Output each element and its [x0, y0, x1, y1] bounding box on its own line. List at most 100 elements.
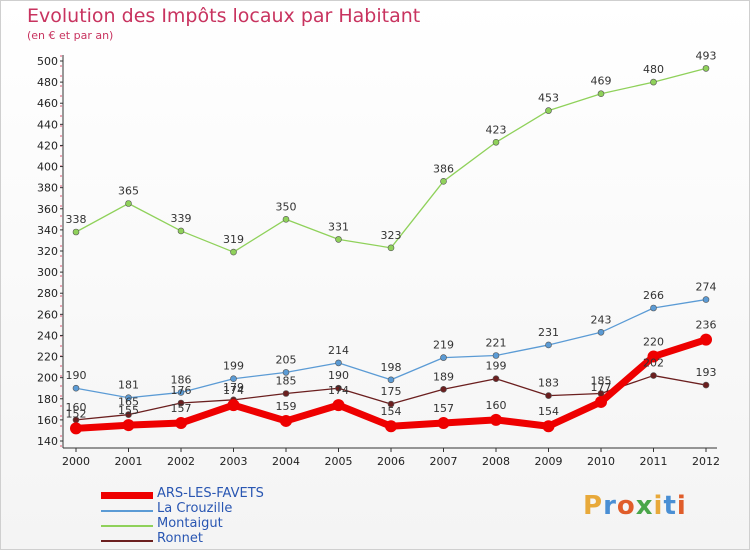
data-point-ars-les-favets	[647, 350, 660, 363]
x-tick-label: 2001	[115, 455, 143, 468]
data-point-la-crouzille	[650, 304, 657, 312]
data-point-ronnet	[702, 381, 710, 389]
data-label-montaigut: 386	[433, 162, 454, 175]
y-tick-label: 260	[37, 308, 58, 321]
data-label-montaigut: 339	[171, 212, 192, 225]
data-point-montaigut	[545, 107, 552, 114]
y-tick-label: 220	[37, 351, 58, 364]
data-point-ronnet	[335, 384, 342, 392]
data-label-ars-les-favets: 220	[643, 336, 664, 349]
data-labels: 338 365 339 319 350 331 323 386 423 453 469 480 493 1…	[66, 49, 717, 420]
data-point-ars-les-favets	[280, 414, 292, 427]
data-label-ronnet: 193	[696, 366, 717, 379]
data-point-montaigut	[177, 227, 185, 235]
data-label-la-crouzille: 181	[118, 379, 139, 392]
y-tick-label: 440	[37, 118, 58, 131]
x-tick-label: 2011	[640, 455, 668, 468]
data-point-la-crouzille	[72, 384, 80, 392]
logo-letter: x	[635, 491, 654, 521]
data-label-montaigut: 323	[381, 229, 402, 242]
data-label-montaigut: 493	[696, 49, 717, 62]
data-label-montaigut: 480	[643, 63, 664, 76]
data-point-montaigut	[125, 200, 132, 207]
y-tick-label: 380	[37, 182, 58, 195]
data-point-ars-les-favets	[595, 395, 607, 408]
data-label-ars-les-favets: 160	[486, 399, 507, 412]
data-label-ronnet: 190	[328, 369, 349, 382]
data-label-ars-les-favets: 152	[66, 407, 87, 420]
data-label-montaigut: 331	[328, 220, 349, 233]
data-point-ars-les-favets	[175, 417, 187, 430]
data-point-la-crouzille	[387, 376, 395, 384]
logo-letter: i	[653, 491, 664, 521]
legend-label: Montaigut	[157, 516, 223, 531]
data-point-la-crouzille	[177, 389, 185, 396]
legend-swatch	[101, 492, 153, 499]
logo-letter: P	[583, 491, 604, 521]
data-label-montaigut: 469	[591, 75, 612, 88]
data-label-ronnet: 185	[276, 375, 297, 388]
y-tick-label: 460	[37, 97, 58, 110]
y-tick-label: 240	[37, 329, 58, 342]
data-point-ars-les-favets	[385, 420, 397, 433]
data-point-ronnet	[492, 375, 500, 383]
y-tick-label: 360	[37, 203, 58, 216]
y-tick-label: 340	[37, 224, 58, 237]
data-label-ars-les-favets: 174	[328, 384, 349, 397]
data-label-ars-les-favets: 154	[538, 405, 559, 418]
logo-letter: o	[616, 491, 636, 521]
data-point-montaigut	[387, 244, 395, 252]
chart-title: Evolution des Impôts locaux par Habitant	[27, 5, 421, 27]
data-point-ronnet	[282, 390, 290, 397]
data-point-ronnet	[650, 372, 657, 379]
data-label-montaigut: 319	[223, 233, 244, 246]
data-point-la-crouzille	[545, 341, 552, 349]
data-label-montaigut: 338	[66, 213, 87, 226]
data-label-ars-les-favets: 177	[591, 381, 612, 394]
legend-label: La Crouzille	[157, 501, 233, 516]
x-tick-label: 2004	[272, 455, 300, 468]
data-label-la-crouzille: 266	[643, 289, 664, 302]
data-label-ronnet: 202	[643, 357, 664, 370]
data-label-ronnet: 165	[118, 396, 139, 409]
data-point-ars-les-favets	[542, 420, 555, 433]
data-label-ars-les-favets: 159	[276, 400, 297, 413]
x-tick-label: 2000	[62, 455, 90, 468]
data-label-ronnet: 175	[381, 385, 402, 398]
data-point-montaigut	[650, 78, 657, 86]
y-tick-label: 500	[37, 55, 58, 68]
y-axis-ticks: 140 160 180 200 220 240 260 280 300 320 340 360 380 4…	[37, 55, 63, 448]
data-point-montaigut	[440, 178, 447, 185]
data-label-ronnet: 179	[223, 381, 244, 394]
logo-letter: r	[603, 491, 617, 521]
data-label-la-crouzille: 219	[433, 339, 454, 352]
x-tick-label: 2003	[220, 455, 248, 468]
data-point-ars-les-favets	[122, 419, 135, 432]
data-label-montaigut: 365	[118, 185, 139, 198]
y-tick-label: 400	[37, 161, 58, 174]
x-tick-label: 2012	[692, 455, 720, 468]
data-label-la-crouzille: 199	[223, 360, 244, 373]
data-label-ronnet: 176	[171, 384, 192, 397]
data-label-ars-les-favets: 157	[171, 402, 192, 415]
data-point-montaigut	[230, 248, 237, 256]
data-point-ars-les-favets	[70, 422, 82, 435]
legend-swatch	[101, 510, 153, 512]
x-axis-ticks: 2000 2001 2002 2003 2004 2005 2006 2007 2008 2009…	[62, 448, 720, 468]
logo-letter: i	[676, 491, 687, 521]
legend-label: Ronnet	[157, 531, 203, 546]
legend-swatch	[101, 540, 153, 542]
data-point-montaigut	[72, 228, 80, 236]
data-label-montaigut: 423	[486, 123, 507, 136]
proxiti-logo: Proxiti	[583, 491, 687, 521]
data-point-montaigut	[492, 138, 500, 146]
data-point-ronnet	[387, 400, 395, 408]
data-label-la-crouzille: 198	[381, 361, 402, 374]
y-tick-label: 160	[37, 414, 58, 427]
data-point-la-crouzille	[230, 375, 237, 383]
data-label-ars-les-favets: 157	[433, 402, 454, 415]
data-point-montaigut	[335, 236, 342, 243]
data-label-ronnet: 199	[486, 360, 507, 373]
y-tick-label: 320	[37, 245, 58, 258]
